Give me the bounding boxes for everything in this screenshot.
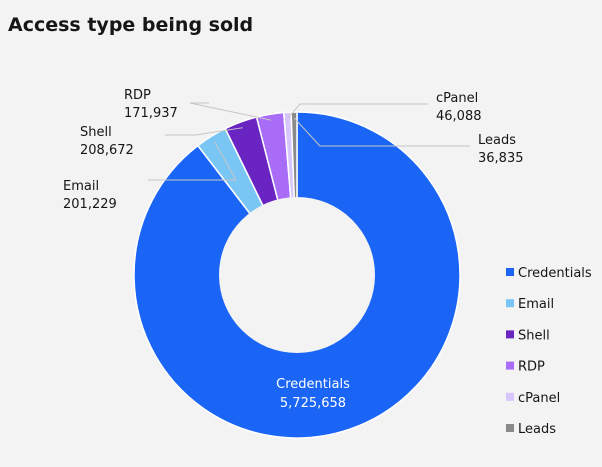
leader-line-cpanel: [287, 103, 428, 119]
legend-swatch-shell: [506, 330, 514, 339]
slice-value-credentials: 5,725,658: [280, 396, 346, 411]
slice-label-credentials: Credentials: [276, 377, 350, 392]
callout-value-cpanel: 46,088: [436, 109, 482, 124]
legend-swatch-cpanel: [506, 392, 514, 401]
legend-label-email: Email: [518, 297, 554, 312]
legend-label-rdp: RDP: [518, 360, 545, 375]
leader-line-leads: [293, 117, 470, 147]
legend-swatch-credentials: [506, 268, 514, 276]
callout-label-leads: Leads: [478, 133, 516, 148]
legend-label-shell: Shell: [518, 328, 550, 343]
leader-line-shell: [165, 127, 243, 136]
callout-label-cpanel: cPanel: [436, 91, 478, 106]
callout-label-rdp: RDP: [124, 88, 151, 103]
legend-label-credentials: Credentials: [518, 266, 592, 281]
chart-title: Access type being sold: [8, 14, 254, 36]
legend-label-cpanel: cPanel: [518, 391, 560, 406]
callout-value-rdp: 171,937: [124, 106, 178, 121]
legend-swatch-leads: [506, 424, 514, 432]
callout-label-email: Email: [63, 179, 99, 194]
chart-legend: Credentials Email Shell RDP cPanel Leads: [506, 266, 592, 437]
legend-swatch-rdp: [506, 361, 514, 370]
callout-labels: Credentials 5,725,658 Email 201,229 Shell 208…: [63, 88, 524, 411]
donut-hole: [219, 197, 375, 353]
legend-swatch-email: [506, 299, 514, 308]
leader-line-email: [148, 141, 237, 181]
callout-label-shell: Shell: [80, 125, 112, 140]
slice-credentials[interactable]: [133, 111, 461, 439]
callout-value-shell: 208,672: [80, 143, 134, 158]
callout-value-leads: 36,835: [478, 151, 524, 166]
leader-line-rdp: [189, 102, 272, 121]
callout-value-email: 201,229: [63, 197, 117, 212]
legend-label-leads: Leads: [518, 422, 556, 437]
